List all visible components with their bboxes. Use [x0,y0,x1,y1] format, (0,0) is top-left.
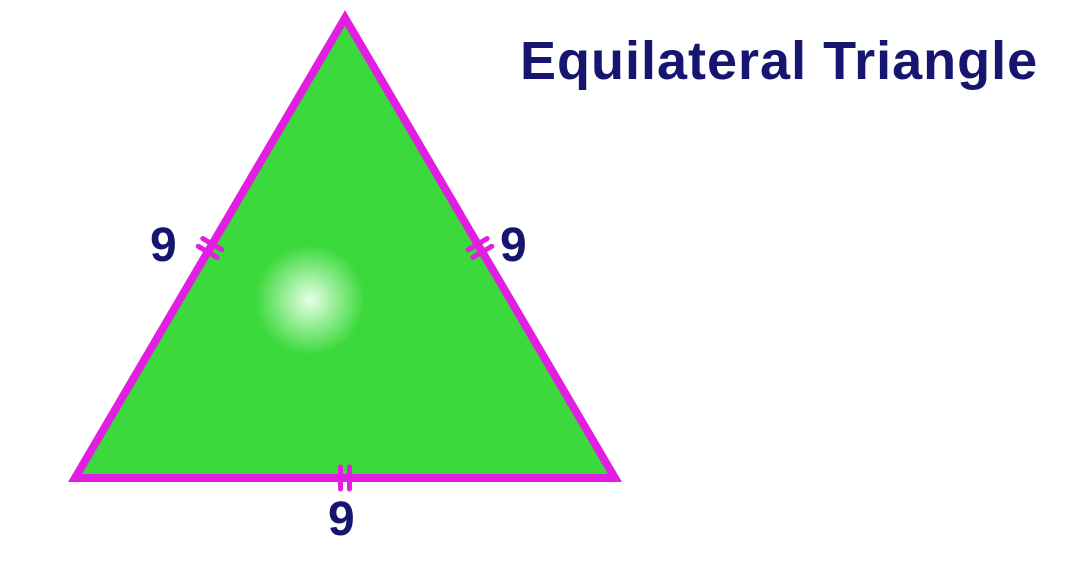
side-label-left: 9 [150,218,177,273]
side-label-bottom: 9 [328,492,355,547]
side-label-right: 9 [500,218,527,273]
diagram-title: Equilateral Triangle [520,30,1038,92]
